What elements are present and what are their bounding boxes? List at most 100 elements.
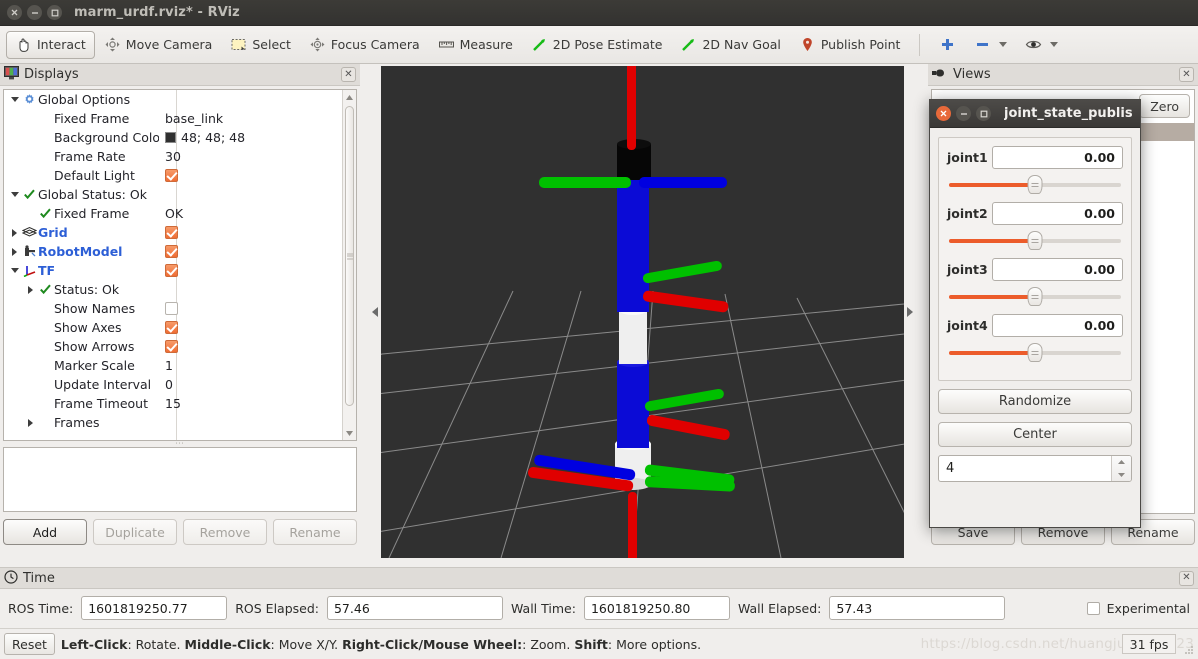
slider-handle[interactable]: [1027, 343, 1043, 362]
tree-row-background-color[interactable]: Background Color 48; 48; 48: [4, 128, 356, 147]
view-visibility-button[interactable]: [1016, 31, 1067, 59]
joint-slider[interactable]: [949, 341, 1121, 363]
tree-row-show-arrows[interactable]: Show Arrows: [4, 337, 356, 356]
joint-value-field[interactable]: 0.00: [992, 314, 1123, 337]
maximize-icon[interactable]: [976, 106, 991, 121]
tool-publish-point-label: Publish Point: [820, 37, 901, 52]
joint-count-spinner[interactable]: 4: [938, 455, 1132, 482]
spinner-arrows[interactable]: [1111, 456, 1131, 481]
tool-interact[interactable]: Interact: [6, 30, 95, 59]
joint-value-field[interactable]: 0.00: [992, 146, 1123, 169]
ros-elapsed-field[interactable]: 57.46: [326, 596, 503, 620]
joint-dialog-title: joint_state_publis: [1004, 106, 1133, 121]
tree-row-fixed-frame[interactable]: Fixed Frame OK: [4, 204, 356, 223]
ros-time-field[interactable]: 1601819250.77: [81, 596, 228, 620]
wall-elapsed-field[interactable]: 57.43: [829, 596, 1006, 620]
panel-splitter[interactable]: ⋯: [175, 439, 185, 449]
wall-time-field[interactable]: 1601819250.80: [583, 596, 730, 620]
close-icon[interactable]: [936, 106, 951, 121]
center-button[interactable]: Center: [938, 422, 1132, 447]
twisty-down-icon[interactable]: [8, 268, 21, 273]
reset-button[interactable]: Reset: [4, 633, 55, 655]
tree-row-status-ok[interactable]: Status: Ok: [4, 280, 356, 299]
tool-select[interactable]: Select: [221, 31, 300, 59]
add-tool-button[interactable]: [930, 31, 965, 59]
tree-row-tf[interactable]: TF: [4, 261, 356, 280]
tree-row-value: OK: [165, 206, 184, 221]
tree-row-global-options[interactable]: Global Options: [4, 90, 356, 109]
tree-row-show-names[interactable]: Show Names: [4, 299, 356, 318]
close-icon[interactable]: ✕: [1179, 67, 1194, 82]
chevron-down-icon[interactable]: [1050, 42, 1059, 47]
remove-tool-button[interactable]: [965, 31, 1016, 59]
joint-state-publisher-dialog[interactable]: joint_state_publis joint1 0.00 joint2 0.00 j…: [929, 99, 1141, 528]
spinner-up-icon[interactable]: [1112, 456, 1131, 469]
twisty-right-icon[interactable]: [8, 247, 21, 256]
tree-row-checkbox[interactable]: [165, 264, 178, 277]
twisty-right-icon[interactable]: [24, 418, 37, 427]
tool-2d-nav-goal[interactable]: 2D Nav Goal: [671, 31, 789, 59]
toolbar-separator: [919, 33, 921, 56]
twisty-down-icon[interactable]: [8, 97, 21, 102]
tree-row-robotmodel[interactable]: RobotModel: [4, 242, 356, 261]
spinner-down-icon[interactable]: [1112, 469, 1131, 482]
tree-row-frames[interactable]: Frames: [4, 413, 356, 432]
randomize-button[interactable]: Randomize: [938, 389, 1132, 414]
tree-row-update-interval[interactable]: Update Interval 0: [4, 375, 356, 394]
tree-row-checkbox[interactable]: [165, 226, 178, 239]
experimental-checkbox[interactable]: [1086, 601, 1100, 615]
collapse-right-panel-handle[interactable]: [904, 66, 916, 558]
joint-slider[interactable]: [949, 173, 1121, 195]
tree-row-checkbox[interactable]: [165, 321, 178, 334]
scrollbar-thumb[interactable]: [345, 106, 354, 406]
close-icon[interactable]: ✕: [1179, 570, 1194, 586]
tool-publish-point[interactable]: Publish Point: [790, 31, 910, 59]
joint-value-field[interactable]: 0.00: [992, 258, 1123, 281]
tree-row-label: Frame Timeout: [54, 396, 148, 411]
tool-measure[interactable]: Measure: [429, 31, 522, 59]
tree-scrollbar[interactable]: [342, 90, 356, 440]
3d-viewport[interactable]: [381, 66, 904, 558]
tree-row-checkbox[interactable]: [165, 169, 178, 182]
chevron-down-icon[interactable]: [999, 42, 1008, 47]
joint-slider[interactable]: [949, 229, 1121, 251]
slider-handle[interactable]: [1027, 175, 1043, 194]
tree-row-default-light[interactable]: Default Light: [4, 166, 356, 185]
tool-move-camera[interactable]: Move Camera: [95, 31, 222, 59]
slider-handle[interactable]: [1027, 231, 1043, 250]
robot-model: [615, 139, 651, 490]
tree-row-checkbox[interactable]: [165, 340, 178, 353]
tool-focus-camera[interactable]: Focus Camera: [300, 31, 429, 59]
tree-row-frame-timeout[interactable]: Frame Timeout 15: [4, 394, 356, 413]
joint-value-field[interactable]: 0.00: [992, 202, 1123, 225]
tool-2d-pose-estimate[interactable]: 2D Pose Estimate: [522, 31, 672, 59]
add-button[interactable]: Add: [3, 519, 87, 545]
resize-grip-icon[interactable]: [1183, 644, 1195, 656]
close-icon[interactable]: ✕: [341, 67, 356, 82]
minimize-icon[interactable]: [956, 106, 971, 121]
joint-slider[interactable]: [949, 285, 1121, 307]
tree-row-show-axes[interactable]: Show Axes: [4, 318, 356, 337]
twisty-right-icon[interactable]: [8, 228, 21, 237]
maximize-icon[interactable]: [47, 5, 62, 20]
twisty-down-icon[interactable]: [8, 192, 21, 197]
minimize-icon[interactable]: [27, 5, 42, 20]
move-camera-icon: [104, 36, 121, 53]
displays-tree[interactable]: Global Options Fixed Frame base_link Backgr…: [3, 89, 357, 441]
close-icon[interactable]: [7, 5, 22, 20]
tree-row-global-status-ok[interactable]: Global Status: Ok: [4, 185, 356, 204]
scroll-down-icon[interactable]: [343, 426, 356, 440]
color-swatch[interactable]: [165, 132, 176, 143]
tree-row-marker-scale[interactable]: Marker Scale 1: [4, 356, 356, 375]
collapse-left-panel-handle[interactable]: [369, 66, 381, 558]
slider-handle[interactable]: [1027, 287, 1043, 306]
tree-row-fixed-frame[interactable]: Fixed Frame base_link: [4, 109, 356, 128]
twisty-right-icon[interactable]: [24, 285, 37, 294]
tree-row-grid[interactable]: Grid: [4, 223, 356, 242]
tree-row-checkbox[interactable]: [165, 302, 178, 315]
zero-button[interactable]: Zero: [1139, 94, 1190, 118]
displays-panel-header: Displays ✕: [0, 64, 360, 86]
tree-row-frame-rate[interactable]: Frame Rate 30: [4, 147, 356, 166]
scroll-up-icon[interactable]: [343, 90, 356, 104]
tree-row-checkbox[interactable]: [165, 245, 178, 258]
